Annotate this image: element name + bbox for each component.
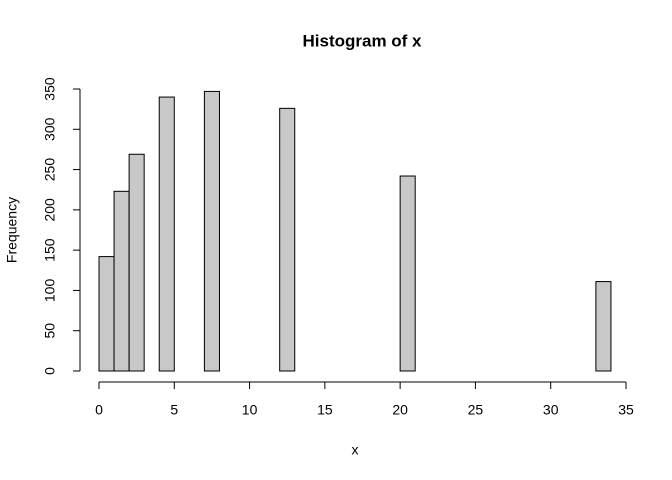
y-tick-label: 150 [42, 238, 58, 262]
bar [98, 256, 115, 372]
y-tick-label: 300 [42, 117, 58, 141]
x-tick-label: 15 [317, 402, 333, 418]
x-tick-label: 30 [543, 402, 559, 418]
x-tick-label: 35 [618, 402, 634, 418]
y-tick-label: 250 [42, 158, 58, 182]
y-tick-label: 0 [42, 367, 58, 375]
x-tick-label: 20 [392, 402, 408, 418]
x-axis-label: x [352, 442, 359, 458]
bar [399, 175, 416, 372]
bar [128, 153, 145, 372]
x-tick-label: 25 [468, 402, 484, 418]
bar [203, 90, 220, 372]
chart-title: Histogram of x [302, 31, 422, 50]
y-tick-label: 50 [42, 323, 58, 339]
bar [113, 190, 130, 372]
y-tick-label: 200 [42, 198, 58, 222]
y-tick-label: 100 [42, 279, 58, 303]
y-axis-label: Frequency [4, 197, 20, 263]
x-tick-label: 5 [170, 402, 178, 418]
y-tick-label: 350 [42, 77, 58, 101]
bar [595, 281, 612, 372]
x-tick-label: 0 [95, 402, 103, 418]
bar [158, 96, 175, 372]
x-tick-label: 10 [242, 402, 258, 418]
bar [279, 107, 296, 372]
